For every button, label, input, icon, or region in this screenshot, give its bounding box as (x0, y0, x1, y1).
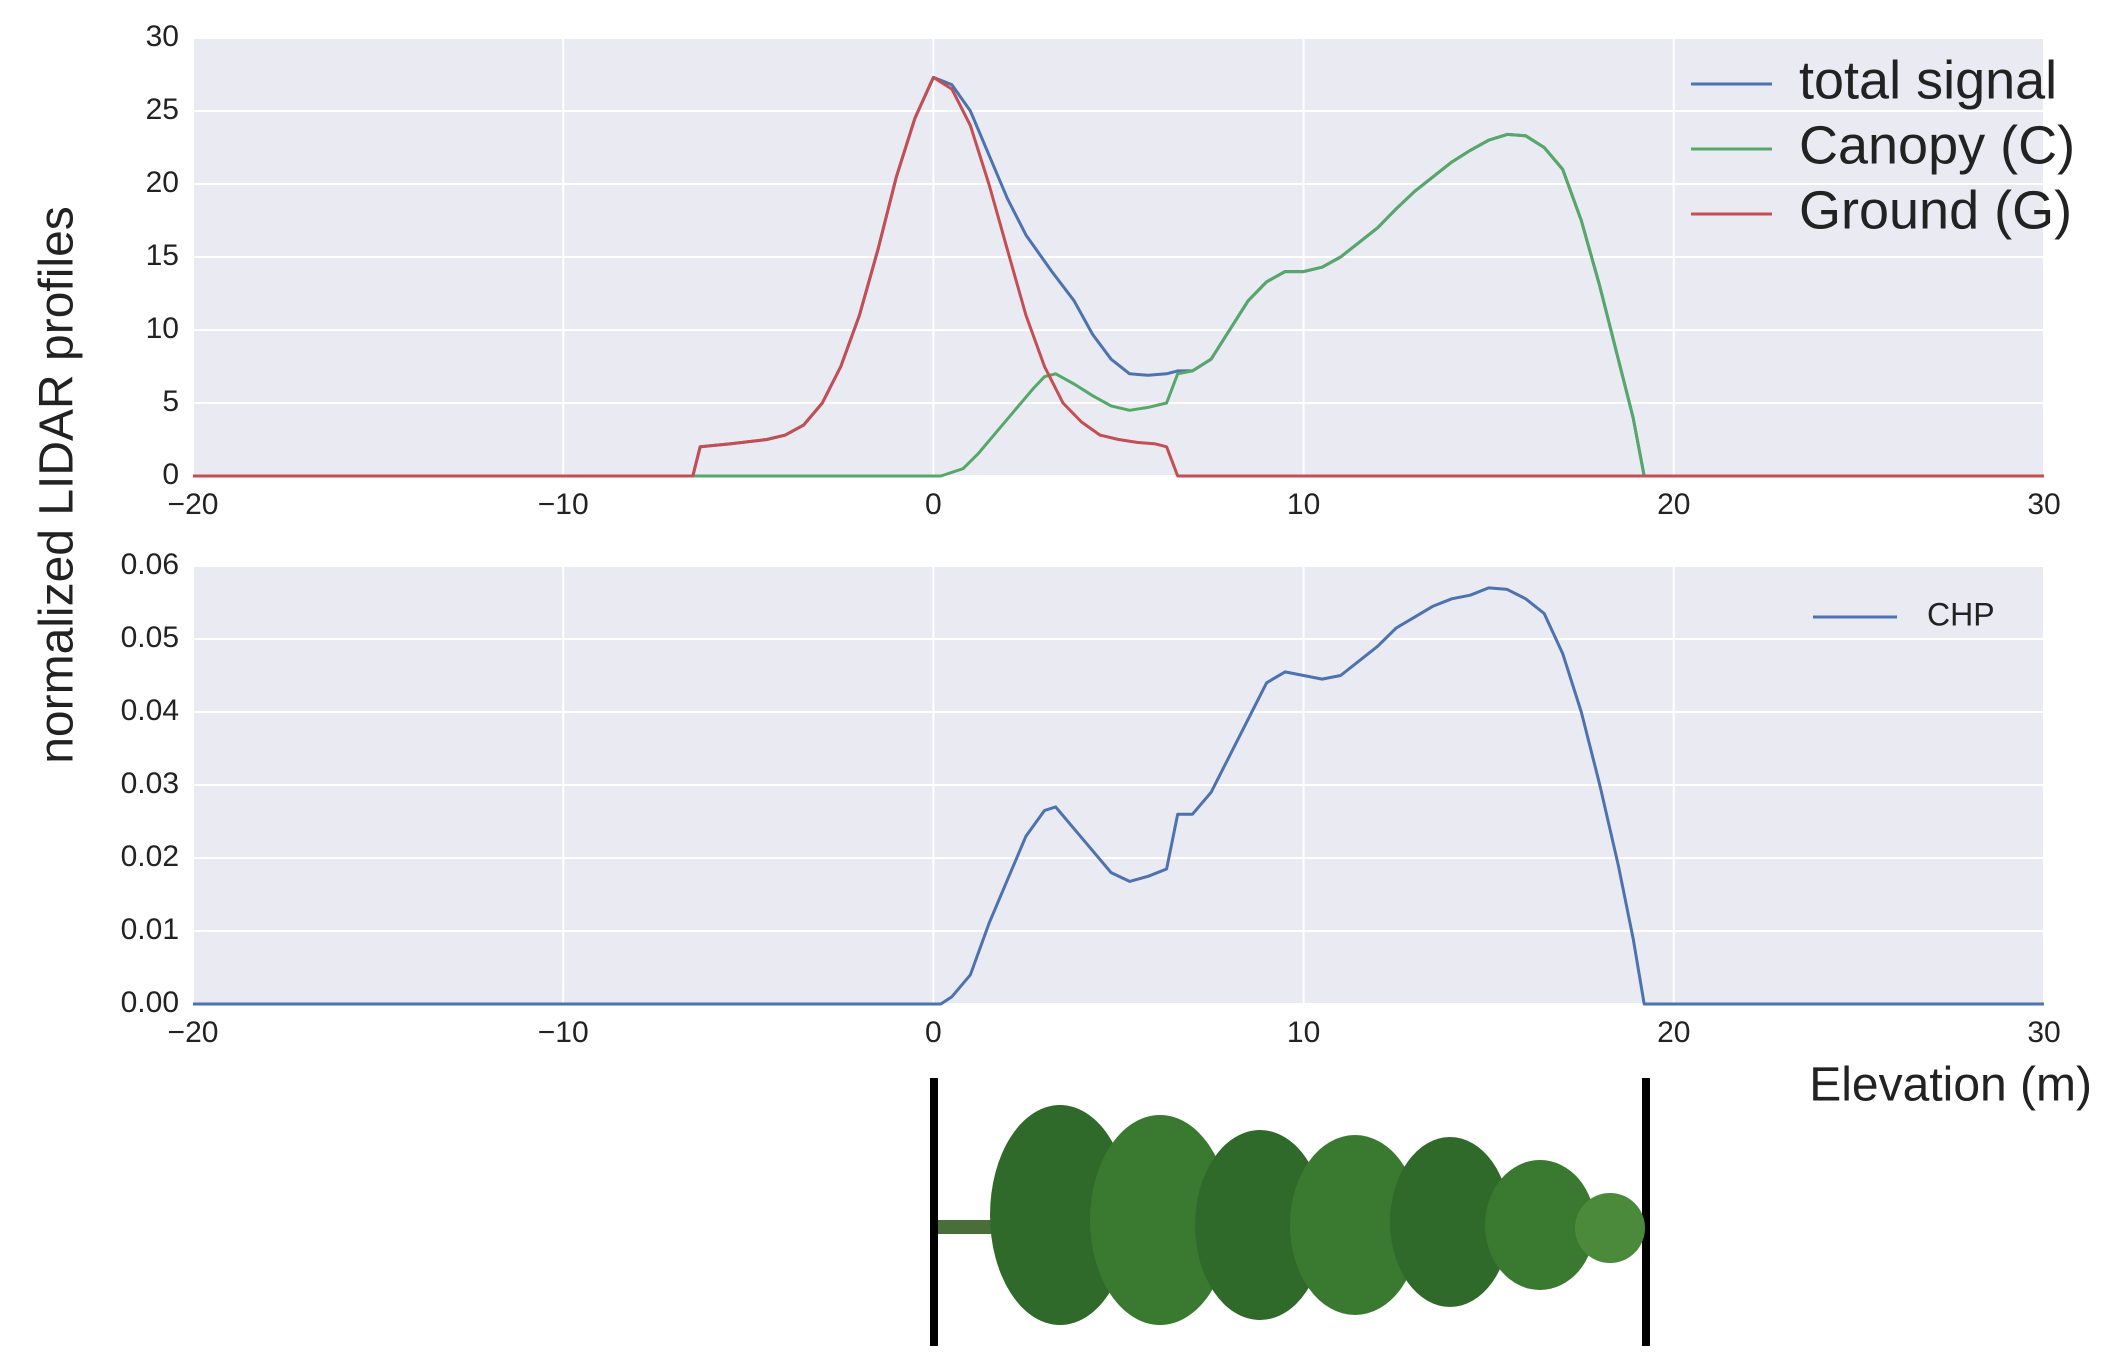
y-tick-label: 0.04 (121, 694, 179, 727)
x-tick-label: −20 (168, 488, 219, 521)
legend-label: total signal (1799, 50, 2057, 110)
x-tick-label: 30 (2027, 488, 2060, 521)
x-tick-label: −10 (538, 1016, 589, 1049)
x-tick-label: 0 (925, 488, 942, 521)
line-series (193, 586, 2044, 1006)
x-tick-label: 30 (2027, 1016, 2060, 1049)
tree-illustration (930, 1078, 1650, 1346)
legend-label: Canopy (C) (1799, 115, 2075, 175)
legend-label: CHP (1927, 596, 1995, 632)
y-tick-label: 15 (146, 239, 179, 272)
y-tick-label: 30 (146, 20, 179, 53)
y-tick-label: 0 (162, 458, 179, 491)
x-tick-label: 10 (1287, 1016, 1320, 1049)
y-tick-label: 0.06 (121, 548, 179, 581)
y-tick-label: 10 (146, 312, 179, 345)
legend-label: Ground (G) (1799, 180, 2072, 240)
line-series (193, 132, 2044, 478)
x-tick-label: −10 (538, 488, 589, 521)
y-axis-label: normalized LIDAR profiles (31, 206, 84, 764)
y-tick-label: 0.03 (121, 767, 179, 800)
y-tick-label: 0.00 (121, 986, 179, 1019)
y-tick-label: 25 (146, 93, 179, 126)
y-tick-label: 20 (146, 166, 179, 199)
x-tick-label: 20 (1657, 488, 1690, 521)
y-tick-label: 5 (162, 385, 179, 418)
y-tick-label: 0.02 (121, 840, 179, 873)
x-tick-label: 10 (1287, 488, 1320, 521)
x-axis-label: Elevation (m) (1809, 1059, 2092, 1112)
x-tick-label: −20 (168, 1016, 219, 1049)
x-tick-label: 20 (1657, 1016, 1690, 1049)
line-series (193, 75, 2044, 478)
x-tick-label: 0 (925, 1016, 942, 1049)
y-tick-label: 0.01 (121, 913, 179, 946)
y-tick-label: 0.05 (121, 621, 179, 654)
